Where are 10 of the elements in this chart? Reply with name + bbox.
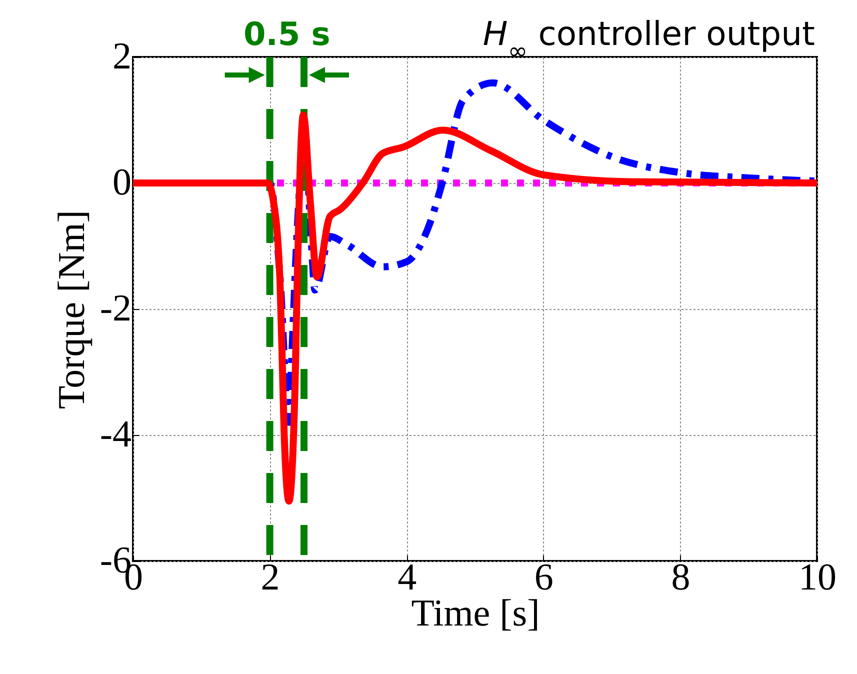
- x-tick-label: 8: [671, 556, 690, 598]
- y-tick-label: 2: [112, 36, 132, 78]
- text: 0.5 s: [243, 15, 330, 53]
- y-axis-title: Torque [Nm]: [50, 210, 93, 409]
- x-tick-label: 2: [260, 556, 280, 598]
- y-tick-label: -4: [100, 414, 132, 456]
- x-tick-label: 10: [798, 556, 836, 598]
- chart-title: H$_{∞}$ controller output: [482, 14, 816, 65]
- y-tick-label: 0: [112, 162, 132, 204]
- y-tick-label: -2: [100, 288, 132, 330]
